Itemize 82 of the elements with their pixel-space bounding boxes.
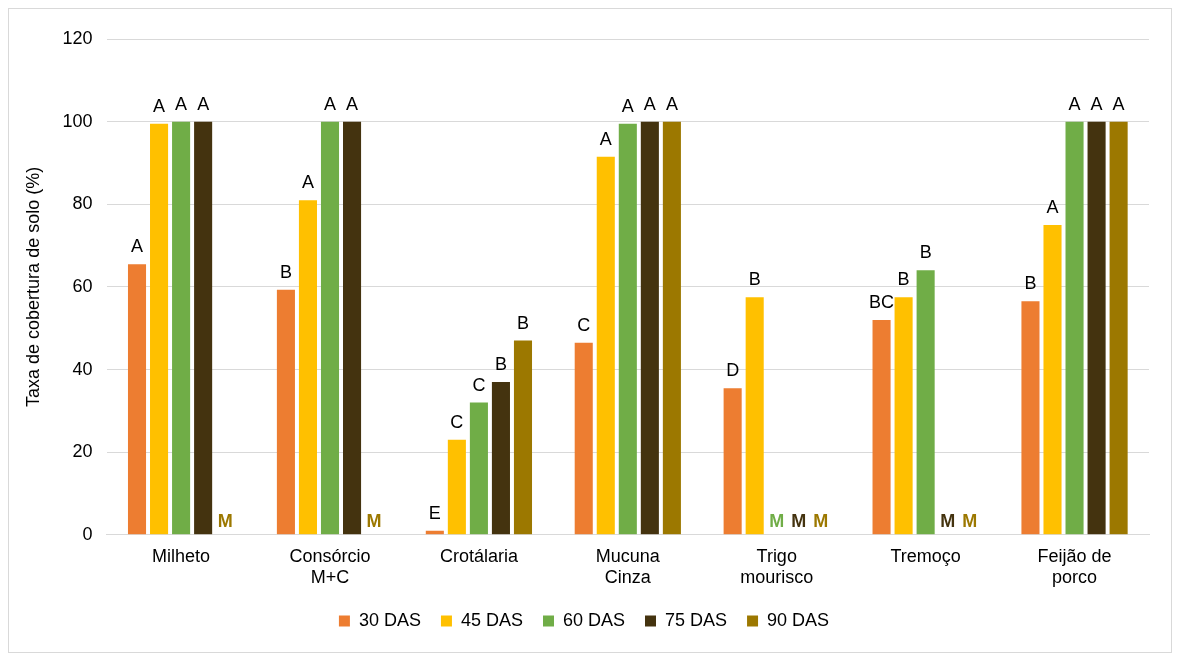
bar — [320, 121, 340, 535]
bar — [172, 121, 191, 535]
text: M — [940, 510, 956, 531]
data-label: A — [665, 93, 678, 114]
bar — [1043, 224, 1062, 535]
data-label: A — [153, 95, 166, 116]
x-tick-label: Mucuna Cinza — [595, 545, 661, 588]
y-tick-label: 120 — [62, 27, 93, 48]
x-tick-label: Consórcio M+C — [289, 545, 371, 588]
legend-label: 90 DAS — [767, 609, 830, 630]
data-label: A — [621, 95, 634, 116]
data-label: A — [197, 93, 210, 114]
data-label: A — [175, 93, 188, 114]
bar — [872, 319, 891, 535]
bar — [447, 439, 466, 535]
bar — [491, 381, 510, 535]
data-label: B — [919, 242, 932, 263]
bar — [127, 264, 147, 535]
data-label: B — [748, 269, 761, 290]
bar — [1065, 121, 1084, 535]
bar — [276, 289, 295, 535]
bar — [596, 156, 615, 535]
x-tick-label: Feijão de porco — [1037, 545, 1112, 588]
text: M — [791, 510, 807, 531]
bar — [916, 270, 935, 535]
y-tick-label: 60 — [72, 275, 93, 296]
data-label: B — [1024, 273, 1037, 294]
data-label: A — [323, 93, 336, 114]
data-label: B — [516, 312, 529, 333]
y-tick-label: 80 — [72, 193, 93, 214]
text: M — [769, 510, 785, 531]
data-label: BC — [869, 291, 895, 312]
x-tick-label: Milheto — [152, 545, 211, 566]
data-label: D — [726, 360, 740, 381]
data-label: C — [577, 314, 591, 335]
legend-label: 75 DAS — [665, 609, 728, 630]
y-tick-label: 0 — [82, 523, 93, 544]
data-label: A — [1112, 93, 1125, 114]
bar — [662, 121, 681, 535]
y-tick-label: 20 — [72, 441, 93, 462]
y-tick-label: 40 — [72, 358, 93, 379]
data-label: B — [494, 353, 507, 374]
data-label: C — [472, 374, 486, 395]
y-tick-label: 100 — [62, 110, 93, 131]
data-label: C — [450, 411, 464, 432]
data-label: A — [643, 93, 656, 114]
data-label: A — [1046, 196, 1059, 217]
bar — [343, 121, 362, 535]
data-label: A — [599, 128, 612, 149]
data-label: A — [1068, 93, 1081, 114]
data-label: A — [346, 93, 359, 114]
bar — [1109, 121, 1128, 535]
bar — [469, 402, 488, 535]
bar — [618, 123, 637, 535]
bar — [1087, 121, 1106, 535]
legend-label: 45 DAS — [460, 609, 523, 630]
bar — [745, 297, 764, 535]
legend-label: 60 DAS — [562, 609, 626, 630]
bar — [1021, 301, 1040, 535]
data-label: B — [897, 269, 910, 290]
bar — [640, 121, 659, 535]
bar — [298, 200, 317, 535]
data-label: B — [279, 261, 292, 282]
text: M — [962, 510, 978, 531]
data-label: A — [301, 172, 314, 193]
y-axis-title: Taxa de cobertura de solo (%) — [22, 166, 43, 407]
data-label: A — [131, 236, 144, 257]
data-label: E — [428, 502, 441, 523]
legend-label: 30 DAS — [358, 609, 421, 630]
text: M — [813, 510, 829, 531]
bar — [723, 388, 742, 535]
text: M — [217, 510, 233, 531]
bar — [574, 342, 593, 535]
bar — [513, 340, 533, 535]
bar — [150, 123, 169, 535]
bar — [194, 121, 213, 535]
x-tick-label: Trigo mourisco — [740, 545, 814, 588]
x-tick-label: Crotálaria — [439, 545, 519, 566]
bar — [894, 297, 913, 535]
x-tick-label: Tremoço — [890, 545, 961, 566]
text: M — [366, 510, 382, 531]
data-label: A — [1090, 93, 1103, 114]
